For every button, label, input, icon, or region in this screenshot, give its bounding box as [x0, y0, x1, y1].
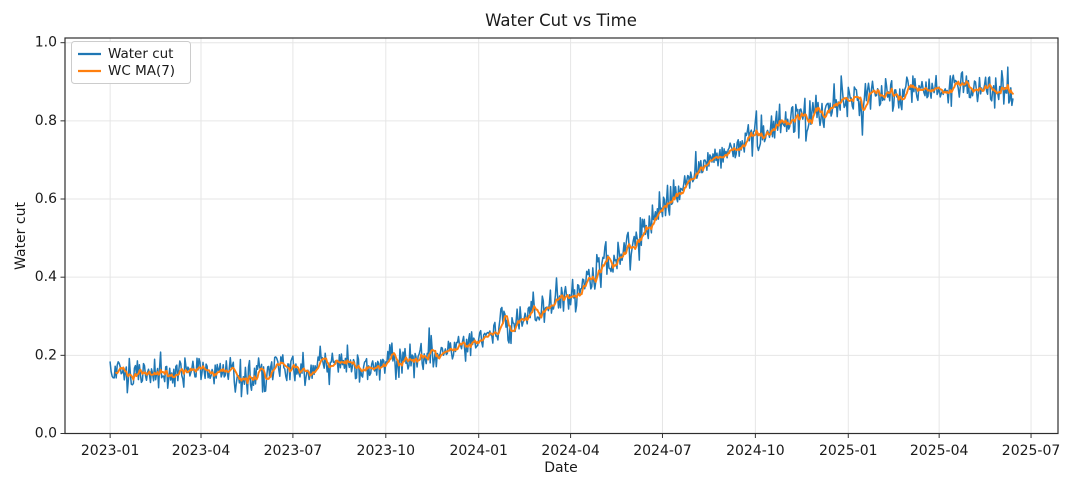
- ticks-layer: [60, 42, 1032, 438]
- x-tick-label: 2023-01: [81, 443, 140, 459]
- legend-box: [71, 41, 191, 84]
- water-cut-line: [109, 66, 1014, 398]
- chart-title: Water Cut vs Time: [485, 11, 637, 30]
- x-tick-label: 2023-07: [264, 443, 323, 459]
- x-tick-label: 2023-10: [357, 443, 416, 459]
- x-tick-label: 2024-01: [449, 443, 508, 459]
- y-tick-label: 0.8: [35, 113, 57, 129]
- y-tick-label: 0.4: [35, 269, 57, 285]
- data-lines-layer: [109, 66, 1014, 398]
- x-tick-label: 2023-04: [172, 443, 231, 459]
- y-axis-label: Water cut: [13, 202, 29, 270]
- wc-ma7-line: [115, 80, 1014, 385]
- tick-labels-layer: 0.0 0.2 0.4 0.6 0.8 1.0 2023-01 2023-04 2023-07 2…: [35, 35, 1061, 459]
- x-tick-label: 2024-10: [726, 443, 785, 459]
- y-tick-label: 0.0: [35, 426, 57, 442]
- x-tick-label: 2024-04: [541, 443, 600, 459]
- x-tick-label: 2024-07: [633, 443, 692, 459]
- legend: Water cut WC MA(7): [71, 41, 191, 84]
- x-tick-label: 2025-01: [819, 443, 878, 459]
- legend-label-wc-ma7: WC MA(7): [108, 63, 175, 79]
- y-tick-label: 1.0: [35, 35, 57, 51]
- gridlines-layer: [65, 38, 1058, 434]
- axes-spines: [64, 37, 1059, 435]
- legend-label-water-cut: Water cut: [108, 46, 173, 62]
- x-tick-label: 2025-07: [1002, 443, 1061, 459]
- x-axis-label: Date: [544, 460, 577, 476]
- y-tick-label: 0.2: [35, 347, 57, 363]
- axes-spines-layer: [64, 37, 1059, 435]
- y-tick-label: 0.6: [35, 191, 57, 207]
- x-tick-label: 2025-04: [910, 443, 969, 459]
